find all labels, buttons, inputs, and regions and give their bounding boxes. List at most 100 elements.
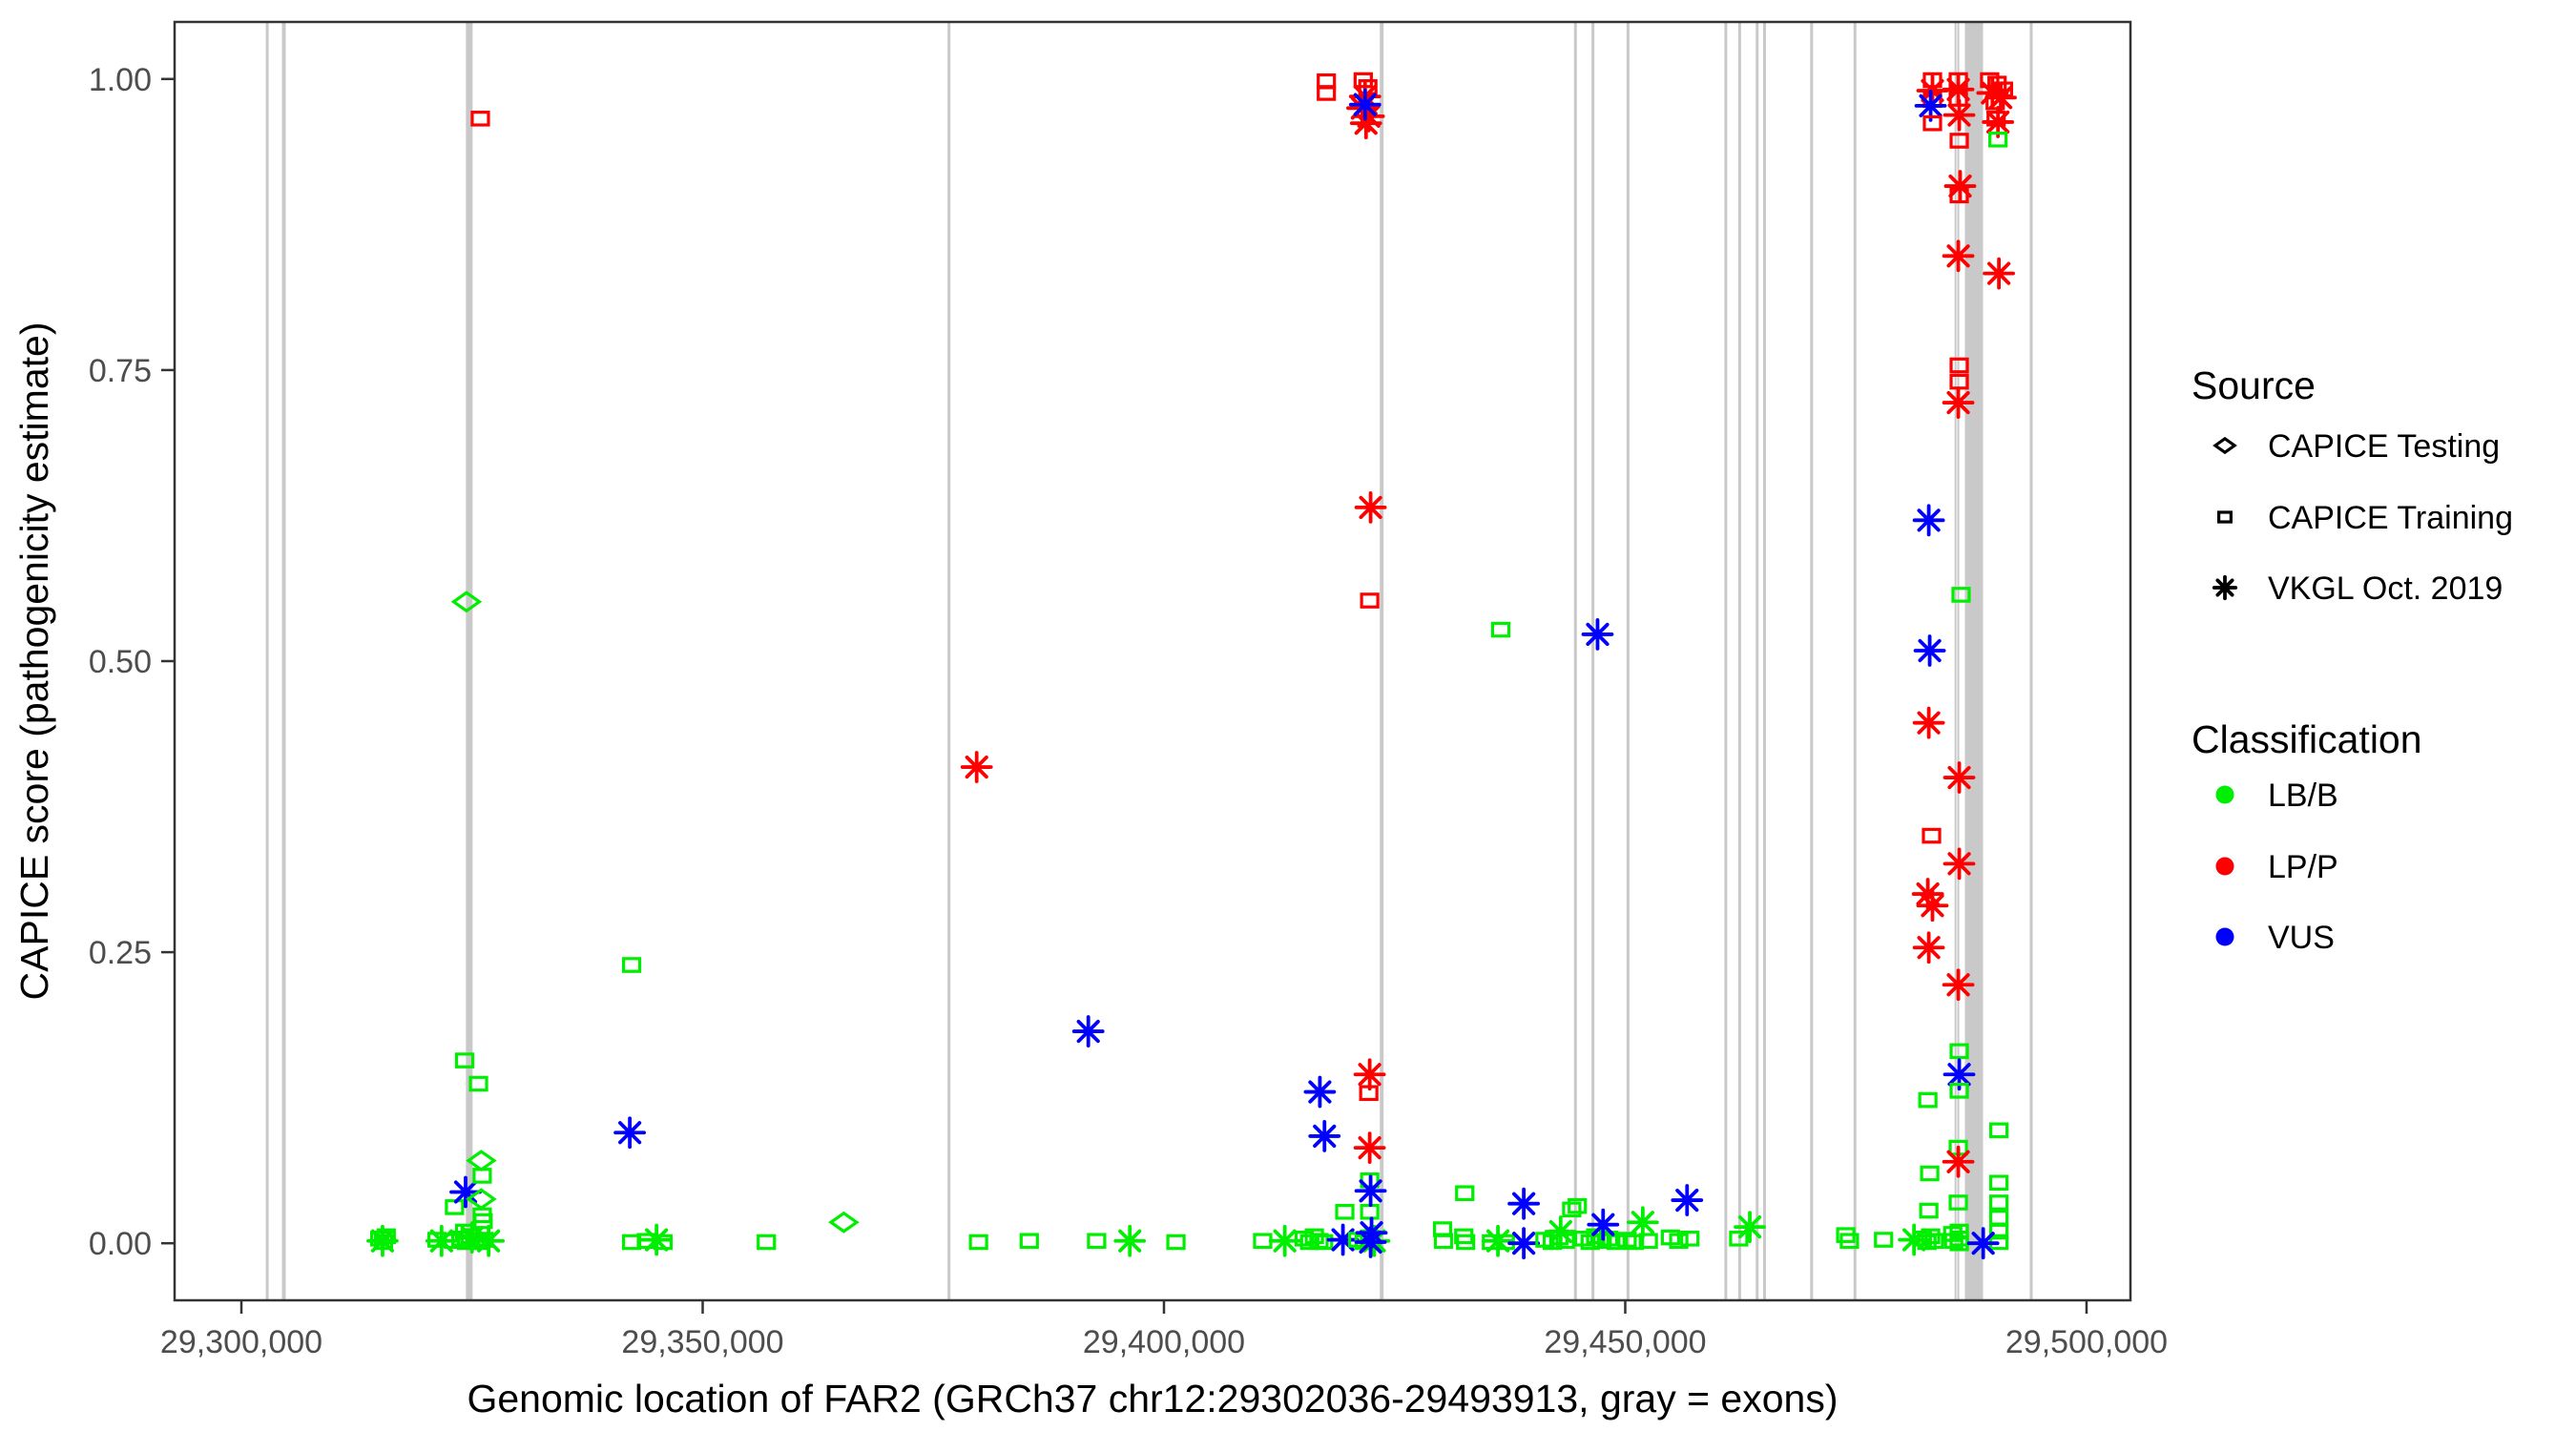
square-marker (1573, 1231, 1594, 1247)
x-tick-label: 29,400,000 (1083, 1324, 1245, 1360)
asterisk-marker (613, 1116, 647, 1150)
square-marker (1918, 1091, 1938, 1109)
square-marker (1988, 131, 2008, 148)
asterisk-marker (1943, 170, 1977, 202)
square-marker (1922, 114, 1942, 132)
square-marker (757, 1234, 777, 1251)
asterisk-marker (449, 1175, 482, 1209)
asterisk-marker (1916, 889, 1949, 923)
dot-marker (2215, 785, 2234, 804)
square-marker (1924, 1233, 1944, 1250)
square-marker (1166, 1234, 1186, 1251)
asterisk-marker (1348, 88, 1381, 121)
asterisk-marker (1581, 618, 1614, 651)
asterisk-marker (1983, 257, 2016, 290)
asterisk-marker (1942, 968, 1975, 1002)
square-marker (1949, 357, 1969, 374)
square-marker (470, 110, 490, 127)
square-marker (1606, 1234, 1626, 1251)
y-tick-label: 0.00 (89, 1226, 152, 1262)
asterisk-marker (1942, 98, 1976, 132)
asterisk-marker (1308, 1120, 1341, 1152)
y-tick-label: 0.75 (89, 353, 152, 389)
legend-item-capice-testing: CAPICE Testing (2268, 428, 2500, 465)
square-marker (473, 1213, 493, 1230)
asterisk-marker (1942, 1145, 1975, 1178)
square-marker (1680, 1231, 1700, 1247)
exon-bar (281, 22, 286, 1300)
diamond-marker (450, 591, 483, 613)
asterisk-marker (960, 751, 993, 783)
y-tick-label: 1.00 (89, 62, 152, 98)
square-marker (454, 1223, 475, 1240)
asterisk-marker (2212, 574, 2238, 601)
square-marker (1989, 1194, 2009, 1211)
square-marker (1951, 587, 1971, 603)
exon-bar (1380, 22, 1384, 1300)
exon-bar (1755, 22, 1759, 1300)
asterisk-marker (1353, 1058, 1386, 1091)
asterisk-marker (1626, 1206, 1659, 1239)
dot-marker (2215, 927, 2234, 946)
square-marker (1989, 1174, 2009, 1192)
asterisk-marker (1912, 931, 1945, 964)
exon-bar (1964, 22, 1984, 1300)
x-tick-label: 29,350,000 (621, 1324, 783, 1360)
exon-lines (265, 22, 2033, 1300)
legend-source-title: Source (2192, 363, 2316, 407)
exon-bar (1957, 22, 1960, 1300)
square-marker (2217, 510, 2233, 524)
square-marker (1949, 187, 1969, 204)
square-marker (1087, 1233, 1107, 1250)
square-marker (472, 1168, 492, 1184)
square-marker (468, 1075, 488, 1092)
square-marker (621, 957, 642, 973)
square-marker (1919, 1202, 1939, 1219)
asterisk-marker (1671, 1184, 1704, 1216)
square-marker (1253, 1233, 1273, 1250)
exon-bar (1954, 22, 1957, 1300)
asterisk-marker (1911, 878, 1944, 910)
asterisk-marker (1916, 74, 1949, 107)
asterisk-marker (1071, 1015, 1105, 1047)
exon-bar (466, 22, 473, 1300)
y-tick-label: 0.25 (89, 935, 152, 971)
legend-classification: Classification LB/B LP/P VUS (2192, 717, 2422, 956)
x-axis-title: Genomic location of FAR2 (GRCh37 chr12:2… (467, 1377, 1838, 1421)
x-tick-label: 29,450,000 (1544, 1324, 1706, 1360)
asterisk-marker (1354, 491, 1387, 524)
legend-item-vkgl: VKGL Oct. 2019 (2268, 570, 2503, 607)
square-marker (1921, 1228, 1941, 1245)
asterisk-marker (1913, 634, 1946, 667)
asterisk-marker (1734, 1211, 1766, 1244)
asterisk-marker (1349, 107, 1382, 140)
legend-keys (2212, 436, 2238, 946)
diamond-marker (466, 1188, 497, 1211)
asterisk-marker (1942, 73, 1975, 106)
square-marker (1839, 1233, 1859, 1250)
square-marker (1490, 621, 1511, 638)
legend-item-capice-training: CAPICE Training (2268, 500, 2513, 536)
square-marker (1638, 1233, 1658, 1250)
diamond-marker (828, 1211, 860, 1234)
square-marker (1949, 133, 1969, 149)
asterisk-marker (1984, 81, 2017, 114)
square-marker (1455, 1185, 1475, 1202)
asterisk-marker (1982, 106, 2015, 138)
square-marker (1360, 592, 1380, 609)
square-marker (1949, 1043, 1969, 1060)
asterisk-marker (1912, 706, 1945, 739)
x-axis: 29,300,000 29,350,000 29,400,000 29,450,000… (160, 1300, 2168, 1360)
asterisk-marker (1942, 386, 1975, 419)
asterisk-marker (1507, 1187, 1541, 1220)
asterisk-marker (1912, 504, 1945, 537)
asterisk-marker (1966, 1227, 2000, 1260)
square-marker (1920, 1165, 1940, 1182)
square-marker (1989, 1223, 2009, 1240)
asterisk-marker (1354, 1174, 1387, 1208)
square-marker (1669, 1233, 1689, 1250)
square-marker (1360, 1203, 1380, 1220)
x-tick-label: 29,500,000 (2005, 1324, 2168, 1360)
